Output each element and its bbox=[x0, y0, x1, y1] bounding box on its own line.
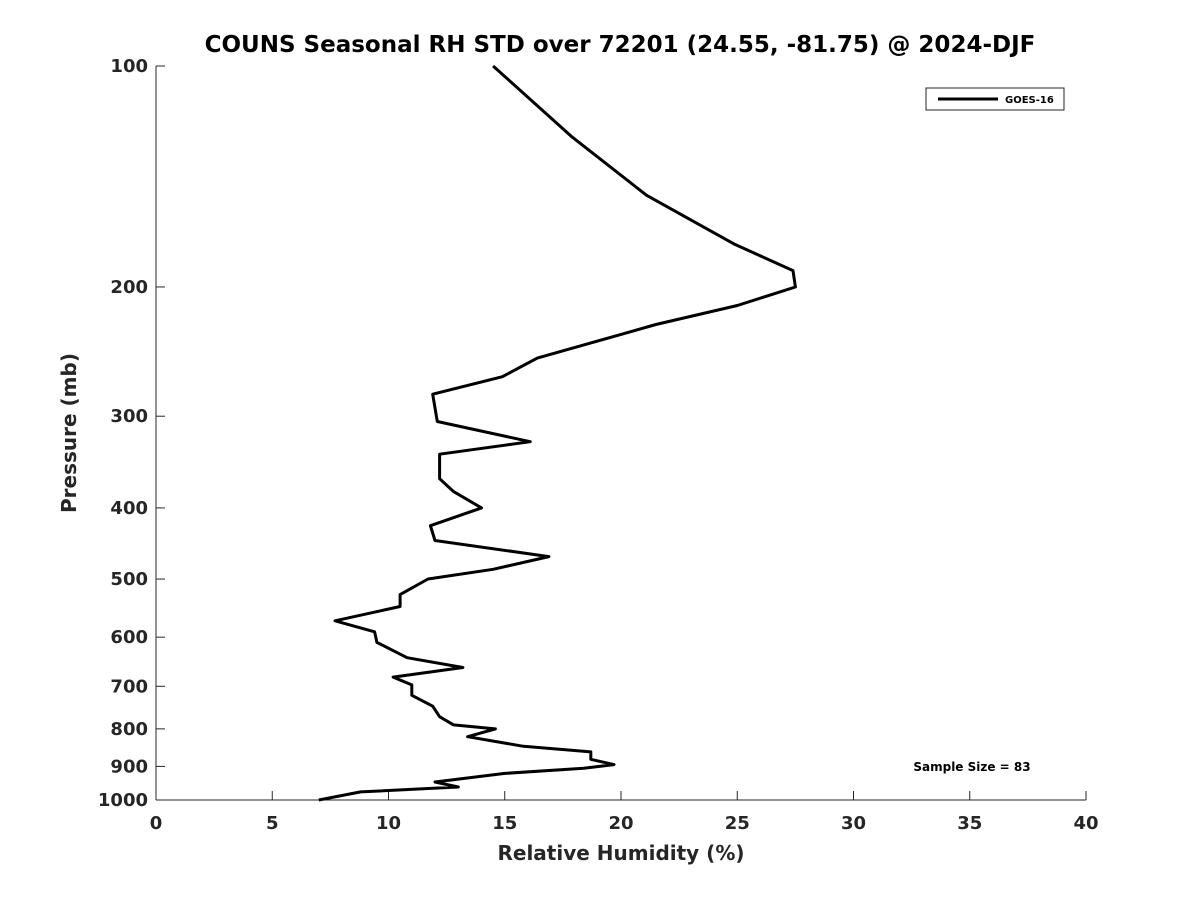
y-axis-label: Pressure (mb) bbox=[57, 353, 81, 513]
x-tick-label: 5 bbox=[266, 813, 279, 834]
x-tick-label: 40 bbox=[1073, 813, 1098, 834]
y-tick-label: 100 bbox=[110, 56, 148, 77]
series-line-0 bbox=[318, 64, 797, 802]
y-tick-label: 600 bbox=[110, 627, 148, 648]
x-tick-label: 15 bbox=[492, 813, 517, 834]
x-tick-label: 20 bbox=[608, 813, 633, 834]
x-tick-label: 30 bbox=[841, 813, 866, 834]
y-ticks: 100 200 300 400 500 600 700 800 900 1000 bbox=[98, 56, 165, 811]
y-tick-label: 1000 bbox=[98, 790, 148, 811]
legend-label-goes-16: GOES-16 bbox=[1005, 95, 1054, 106]
y-tick-label: 400 bbox=[110, 498, 148, 519]
x-tick-label: 10 bbox=[376, 813, 401, 834]
chart-title: COUNS Seasonal RH STD over 72201 (24.55,… bbox=[205, 32, 1036, 58]
y-tick-label: 800 bbox=[110, 719, 148, 740]
y-tick-label: 200 bbox=[110, 277, 148, 298]
y-tick-label: 500 bbox=[110, 569, 148, 590]
y-tick-label: 300 bbox=[110, 406, 148, 427]
y-tick-label: 700 bbox=[110, 676, 148, 697]
x-axis-label: Relative Humidity (%) bbox=[497, 841, 744, 865]
x-tick-label: 35 bbox=[957, 813, 982, 834]
series-layer bbox=[318, 64, 797, 802]
x-ticks: 0 5 10 15 20 25 30 35 40 bbox=[150, 791, 1099, 834]
legend: GOES-16 bbox=[925, 87, 1065, 111]
x-tick-label: 0 bbox=[150, 813, 163, 834]
y-tick-label: 900 bbox=[110, 756, 148, 777]
sample-size-annotation: Sample Size = 83 bbox=[913, 760, 1030, 774]
x-tick-label: 25 bbox=[725, 813, 750, 834]
